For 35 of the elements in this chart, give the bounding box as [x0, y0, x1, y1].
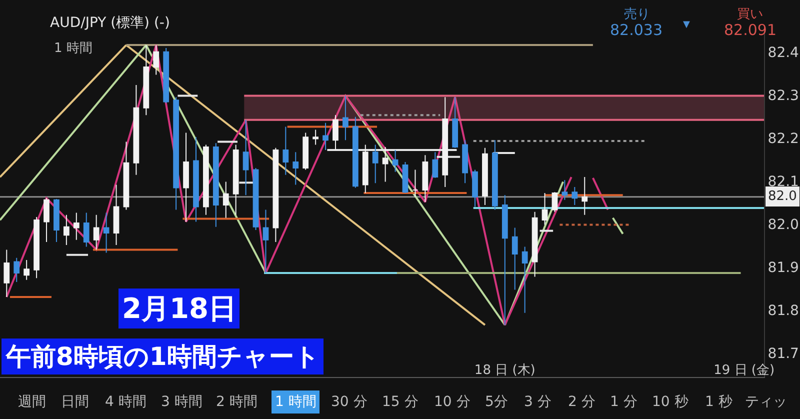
text: 週間 — [18, 394, 46, 410]
text: 5分 — [485, 394, 508, 410]
annotation: 午前8時頃の1時間チャート — [5, 342, 320, 371]
annotation: 82.091 — [724, 21, 776, 39]
x-tick-label: 18 日 (木) — [474, 363, 536, 378]
chart-title: AUD/JPY (標準) (-) — [50, 14, 170, 31]
text: 1 時間 — [275, 394, 316, 410]
text: 日間 — [61, 394, 89, 410]
y-tick-label: 82.0 — [768, 216, 799, 233]
y-tick-label: 81.9 — [768, 260, 799, 276]
text: 3 分 — [524, 394, 552, 410]
annotation: 82.033 — [610, 21, 662, 39]
text: 買い — [737, 7, 763, 22]
text: 1 時間 — [54, 41, 92, 56]
text: 10 分 — [434, 394, 470, 410]
y-tick-label: 81.8 — [768, 302, 799, 319]
text: ティッ — [745, 394, 787, 410]
text: 2 分 — [568, 394, 596, 410]
text: 30 分 — [331, 394, 368, 410]
text: 10 秒 — [652, 394, 688, 410]
text: 2 時間 — [216, 394, 258, 410]
text: 3 時間 — [161, 394, 202, 410]
y-tick-label: 82.4 — [768, 44, 800, 61]
text: 売り — [624, 7, 650, 22]
text: 15 分 — [382, 394, 418, 410]
x-tick-label: 19 日 (金) — [714, 363, 775, 378]
y-tick-label: 82.3 — [768, 88, 799, 104]
annotation: 2月18日 — [122, 292, 236, 325]
y-tick-label: 82.1 — [768, 174, 799, 190]
text: 4 時間 — [105, 394, 146, 410]
annotation: ▼ — [683, 20, 690, 30]
text: 1 秒 — [705, 394, 732, 410]
y-tick-label: 81.7 — [768, 346, 799, 362]
text: 1 分 — [610, 394, 638, 410]
y-tick-label: 82.2 — [768, 130, 799, 147]
